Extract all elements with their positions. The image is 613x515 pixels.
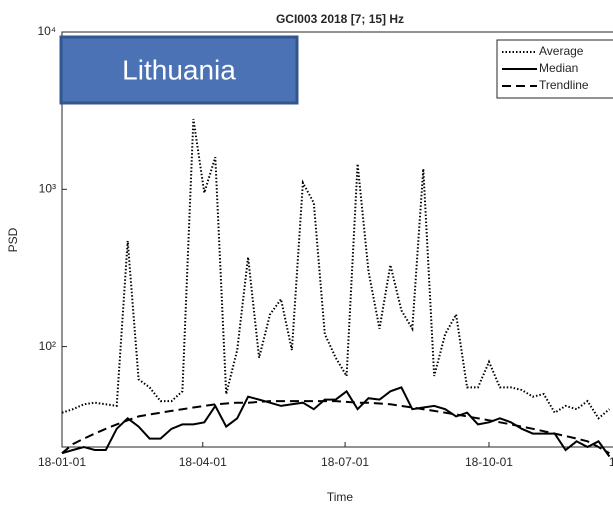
legend-label: Trendline bbox=[539, 78, 589, 92]
series-line bbox=[61, 118, 611, 420]
y-axis-label: PSD bbox=[6, 227, 20, 252]
y-tick-label: 10³ bbox=[39, 181, 56, 195]
y-tick-label: 10⁴ bbox=[37, 24, 56, 38]
chart-title: GCI003 2018 [7; 15] Hz bbox=[276, 12, 404, 26]
legend-label: Average bbox=[539, 44, 584, 58]
x-tick-label: 18-07-01 bbox=[321, 455, 369, 469]
legend-label: Median bbox=[539, 61, 578, 75]
x-tick-label: 18-10-01 bbox=[465, 455, 513, 469]
x-axis-label: Time bbox=[327, 490, 354, 504]
x-tick-label: 18-01-01 bbox=[38, 455, 86, 469]
series-line bbox=[61, 400, 610, 455]
series-line bbox=[61, 386, 611, 458]
x-tick-label: 18-04-01 bbox=[179, 455, 227, 469]
x-tick-label: 19-01-01 bbox=[609, 455, 613, 469]
annotation: Lithuania bbox=[122, 54, 236, 85]
y-tick-label: 10² bbox=[39, 339, 56, 353]
plot-frame bbox=[61, 31, 613, 448]
annotation-box bbox=[59, 35, 299, 105]
